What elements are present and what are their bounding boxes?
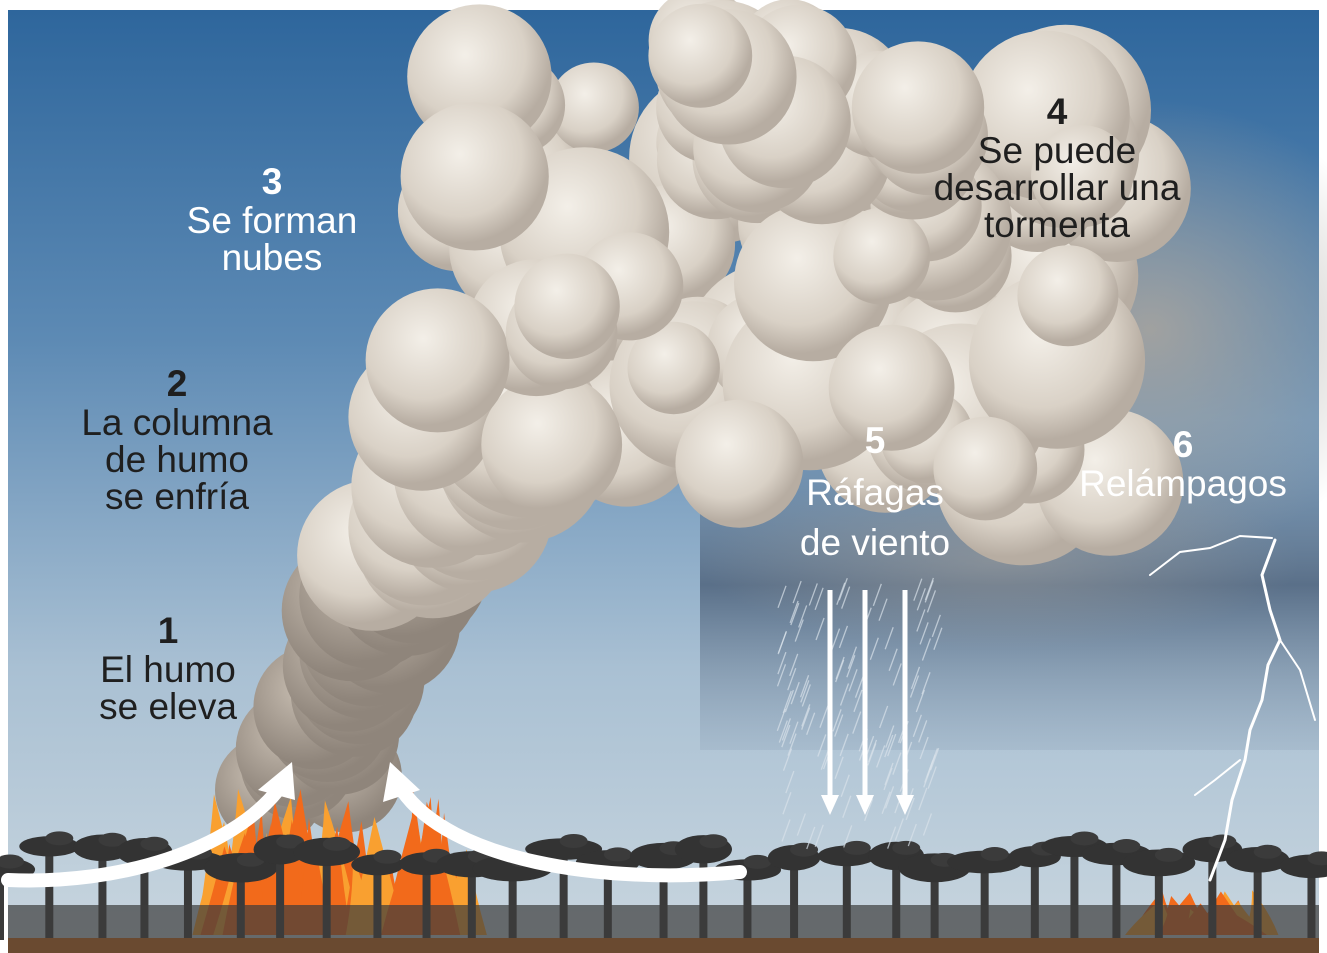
- tree-crown: [373, 850, 401, 864]
- step-text: de humo: [7, 441, 347, 478]
- tree-crown: [1254, 845, 1282, 859]
- tree-crown: [743, 855, 771, 869]
- smoke-puff: [481, 374, 622, 515]
- ground: [8, 938, 1319, 953]
- step-label: 4Se puededesarrollar unatormenta: [887, 93, 1227, 243]
- step-text: Relámpagos: [1013, 465, 1327, 502]
- step-text: La columna: [7, 404, 347, 441]
- step-number: 3: [102, 163, 442, 200]
- step-text: desarrollar una: [887, 169, 1227, 206]
- infographic: 1El humose eleva 2La columnade humose enf…: [0, 0, 1327, 953]
- tree-crown: [604, 847, 632, 861]
- tree-crown: [1070, 831, 1098, 845]
- undergrowth: [8, 905, 1319, 940]
- tree-crown: [560, 834, 588, 848]
- step-text: Se forman: [102, 202, 442, 239]
- step-label: 2La columnade humose enfría: [7, 365, 347, 515]
- smoke-puff: [366, 288, 510, 432]
- tree-crown: [323, 837, 351, 851]
- step-text: se enfría: [7, 478, 347, 515]
- step-text: se eleva: [0, 688, 338, 725]
- step-number: 5: [705, 416, 1045, 466]
- smoke-puff: [514, 254, 619, 359]
- step-text: tormenta: [887, 206, 1227, 243]
- tree-crown: [699, 834, 727, 848]
- step-text: El humo: [0, 651, 338, 688]
- step-number: 2: [7, 365, 347, 402]
- smoke-puff: [1017, 245, 1118, 346]
- tree-crown: [790, 843, 818, 857]
- step-label: 6Relámpagos: [1013, 426, 1327, 502]
- step-label: 1El humose eleva: [0, 612, 338, 725]
- tree-crown: [140, 837, 168, 851]
- tree-crown: [1112, 839, 1140, 853]
- step-text: Ráfagas: [705, 468, 1045, 518]
- tree-crown: [1155, 848, 1183, 862]
- tree-crown: [45, 831, 73, 845]
- step-number: 6: [1013, 426, 1327, 463]
- tree-crown: [981, 847, 1009, 861]
- step-text: nubes: [102, 239, 442, 276]
- step-text: Se puede: [887, 132, 1227, 169]
- tree-crown: [843, 841, 871, 855]
- smoke-puff: [648, 4, 752, 108]
- step-number: 4: [887, 93, 1227, 130]
- step-text: de viento: [705, 518, 1045, 568]
- step-number: 1: [0, 612, 338, 649]
- tree-crown: [892, 841, 920, 855]
